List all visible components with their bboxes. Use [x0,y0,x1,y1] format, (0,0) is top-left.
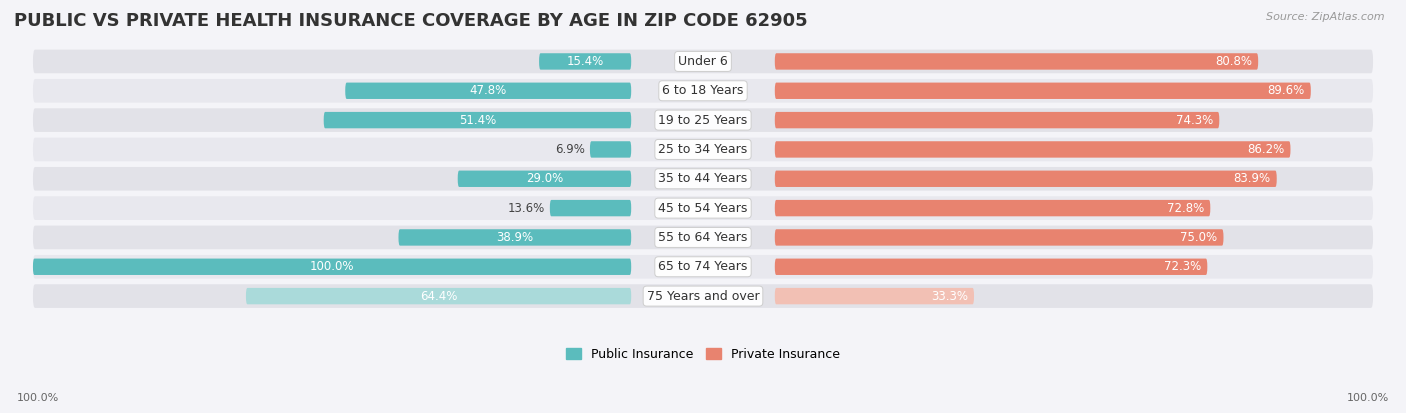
Text: 100.0%: 100.0% [309,260,354,273]
FancyBboxPatch shape [398,229,631,246]
FancyBboxPatch shape [246,288,631,304]
Text: 80.8%: 80.8% [1215,55,1253,68]
FancyBboxPatch shape [346,83,631,99]
FancyBboxPatch shape [32,259,631,275]
Text: 86.2%: 86.2% [1247,143,1285,156]
Text: 35 to 44 Years: 35 to 44 Years [658,172,748,185]
FancyBboxPatch shape [775,200,1211,216]
FancyBboxPatch shape [775,112,1219,128]
Text: PUBLIC VS PRIVATE HEALTH INSURANCE COVERAGE BY AGE IN ZIP CODE 62905: PUBLIC VS PRIVATE HEALTH INSURANCE COVER… [14,12,807,31]
FancyBboxPatch shape [775,288,974,304]
Text: 6 to 18 Years: 6 to 18 Years [662,84,744,97]
FancyBboxPatch shape [32,225,1374,249]
Text: 29.0%: 29.0% [526,172,562,185]
FancyBboxPatch shape [538,53,631,70]
Text: 74.3%: 74.3% [1175,114,1213,127]
FancyBboxPatch shape [32,167,1374,191]
FancyBboxPatch shape [32,196,1374,220]
Text: 13.6%: 13.6% [508,202,546,215]
FancyBboxPatch shape [32,108,1374,132]
Text: 6.9%: 6.9% [555,143,585,156]
FancyBboxPatch shape [775,171,1277,187]
FancyBboxPatch shape [32,284,1374,308]
FancyBboxPatch shape [775,141,1291,158]
FancyBboxPatch shape [32,79,1374,102]
Text: 100.0%: 100.0% [1347,393,1389,403]
Text: 55 to 64 Years: 55 to 64 Years [658,231,748,244]
FancyBboxPatch shape [775,83,1310,99]
Text: 19 to 25 Years: 19 to 25 Years [658,114,748,127]
Text: 72.3%: 72.3% [1164,260,1201,273]
Text: 75 Years and over: 75 Years and over [647,290,759,303]
Text: Source: ZipAtlas.com: Source: ZipAtlas.com [1267,12,1385,22]
Text: Under 6: Under 6 [678,55,728,68]
Text: 65 to 74 Years: 65 to 74 Years [658,260,748,273]
FancyBboxPatch shape [591,141,631,158]
FancyBboxPatch shape [32,50,1374,73]
Text: 25 to 34 Years: 25 to 34 Years [658,143,748,156]
Text: 51.4%: 51.4% [458,114,496,127]
FancyBboxPatch shape [775,53,1258,70]
Legend: Public Insurance, Private Insurance: Public Insurance, Private Insurance [567,348,839,361]
Text: 33.3%: 33.3% [931,290,967,303]
Text: 89.6%: 89.6% [1268,84,1305,97]
Text: 38.9%: 38.9% [496,231,533,244]
Text: 72.8%: 72.8% [1167,202,1205,215]
FancyBboxPatch shape [32,138,1374,161]
FancyBboxPatch shape [775,259,1208,275]
FancyBboxPatch shape [458,171,631,187]
FancyBboxPatch shape [550,200,631,216]
FancyBboxPatch shape [775,229,1223,246]
Text: 75.0%: 75.0% [1181,231,1218,244]
Text: 83.9%: 83.9% [1233,172,1271,185]
Text: 64.4%: 64.4% [420,290,457,303]
Text: 100.0%: 100.0% [17,393,59,403]
Text: 45 to 54 Years: 45 to 54 Years [658,202,748,215]
FancyBboxPatch shape [323,112,631,128]
Text: 47.8%: 47.8% [470,84,506,97]
Text: 15.4%: 15.4% [567,55,603,68]
FancyBboxPatch shape [32,255,1374,279]
